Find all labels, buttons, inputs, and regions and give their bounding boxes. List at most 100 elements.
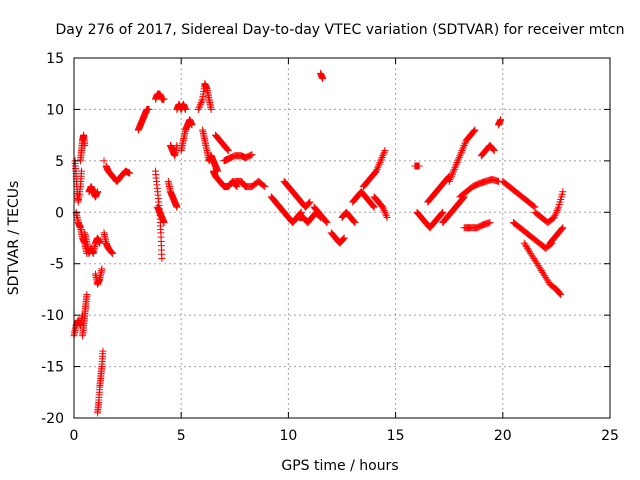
data-point	[145, 105, 153, 113]
data-point	[195, 104, 203, 112]
data-point	[81, 141, 89, 149]
data-point	[322, 218, 330, 226]
data-point	[194, 105, 202, 113]
data-point	[379, 150, 387, 158]
plot-frame	[73, 57, 611, 419]
y-tick-label: 15	[46, 51, 64, 67]
data-point	[99, 347, 107, 355]
data-point	[377, 157, 385, 165]
data-point	[260, 182, 268, 190]
data-point	[380, 207, 388, 215]
data-point	[449, 167, 457, 175]
data-point	[96, 239, 104, 247]
data-point	[380, 148, 388, 156]
data-point	[379, 203, 387, 211]
data-point	[181, 105, 189, 113]
y-tick-label: 5	[55, 154, 64, 170]
data-point	[459, 143, 467, 151]
data-point	[550, 213, 558, 221]
data-point	[374, 162, 382, 170]
axis-ticks: 0 5 10 15 20 25 -20 -15 -10 -5 0 5 10 15	[41, 51, 619, 444]
data-point	[323, 219, 331, 227]
data-point	[415, 162, 423, 170]
y-tick-label: -20	[41, 411, 64, 427]
data-point	[351, 219, 359, 227]
data-point	[306, 198, 314, 206]
data-point	[349, 217, 357, 225]
data-point	[223, 145, 231, 153]
data-point	[108, 249, 116, 257]
data-point	[241, 182, 249, 190]
data-point	[370, 203, 378, 211]
data-point	[377, 155, 385, 163]
data-points	[70, 69, 567, 417]
data-point	[497, 116, 505, 124]
data-point	[445, 177, 453, 185]
data-point	[196, 102, 204, 110]
x-tick-label: 0	[70, 428, 79, 444]
data-point	[438, 209, 446, 217]
data-point	[490, 147, 498, 155]
data-point	[455, 153, 463, 161]
data-point	[383, 213, 391, 221]
y-tick-label: -10	[41, 308, 64, 324]
data-point	[126, 169, 134, 177]
data-point	[551, 212, 559, 220]
data-point	[457, 148, 465, 156]
data-point	[373, 165, 381, 173]
data-point	[446, 176, 454, 184]
data-point	[461, 140, 469, 148]
data-point	[224, 147, 232, 155]
data-point	[489, 145, 497, 153]
grid	[74, 58, 610, 418]
data-point	[382, 212, 390, 220]
data-point	[197, 99, 205, 107]
chart-title: Day 276 of 2017, Sidereal Day-to-day VTE…	[56, 22, 625, 38]
data-point	[379, 152, 387, 160]
data-point	[451, 164, 459, 172]
data-point	[339, 235, 347, 243]
data-point	[207, 105, 215, 113]
data-point	[83, 291, 91, 299]
data-point	[107, 248, 115, 256]
data-point	[471, 126, 479, 134]
data-point	[559, 224, 567, 232]
data-point	[381, 208, 389, 216]
data-point	[490, 146, 498, 154]
data-point	[379, 205, 387, 213]
data-point	[350, 218, 358, 226]
data-point	[454, 157, 462, 165]
data-point	[452, 162, 460, 170]
data-point	[447, 172, 455, 180]
data-point	[375, 160, 383, 168]
data-point	[555, 289, 563, 297]
data-point	[457, 150, 465, 158]
data-point	[374, 164, 382, 172]
data-point	[450, 165, 458, 173]
data-point	[454, 155, 462, 163]
data-point	[556, 290, 564, 298]
data-point	[552, 208, 560, 216]
y-tick-label: -15	[41, 360, 64, 376]
data-point	[340, 234, 348, 242]
data-point	[557, 291, 565, 299]
x-tick-label: 10	[279, 428, 297, 444]
data-point	[378, 153, 386, 161]
data-point	[372, 167, 380, 175]
data-point	[305, 199, 313, 207]
data-point	[469, 128, 477, 136]
data-point	[173, 203, 181, 211]
x-tick-label: 15	[387, 428, 405, 444]
data-point	[453, 159, 461, 167]
data-point	[553, 207, 561, 215]
data-point	[198, 97, 206, 105]
data-point	[319, 75, 327, 83]
data-point	[530, 202, 538, 210]
data-point	[339, 236, 347, 244]
x-axis-label: GPS time / hours	[281, 458, 398, 474]
data-point	[460, 141, 468, 149]
data-point	[382, 210, 390, 218]
y-tick-label: -5	[50, 257, 64, 273]
data-point	[376, 159, 384, 167]
